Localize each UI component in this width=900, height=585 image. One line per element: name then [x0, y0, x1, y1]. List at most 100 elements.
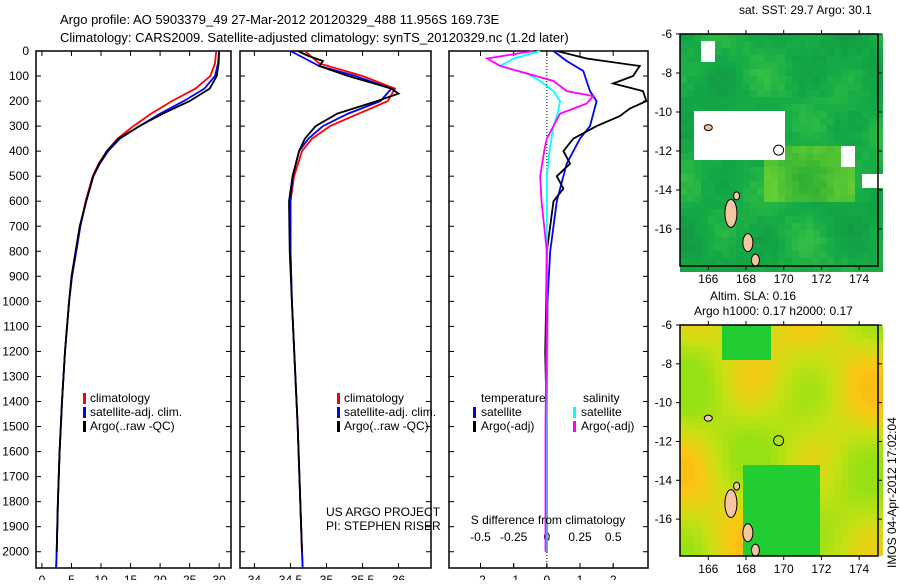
map-cell [862, 346, 869, 353]
map-cell [799, 346, 806, 353]
map-cell [729, 542, 736, 549]
map-cell [680, 237, 687, 244]
map-cell [813, 181, 820, 188]
map-cell [687, 325, 694, 332]
map-cell [855, 230, 862, 237]
map-cell [834, 48, 841, 55]
map-cell [757, 41, 764, 48]
map-cell [722, 160, 729, 167]
map-cell [862, 265, 869, 272]
map-cell [757, 360, 764, 367]
map-cell [694, 104, 701, 111]
map-cell [862, 132, 869, 139]
map-cell [764, 188, 771, 195]
map-cell [792, 41, 799, 48]
map-cell [855, 132, 862, 139]
map-cell [799, 332, 806, 339]
map-cell [876, 230, 883, 237]
map-cell [834, 188, 841, 195]
map-cell [876, 521, 883, 528]
map-cell [813, 444, 820, 451]
map-cell [701, 472, 708, 479]
map-cell [813, 83, 820, 90]
map-cell [848, 55, 855, 62]
map-cell [876, 381, 883, 388]
map-cell [855, 451, 862, 458]
map-cell [722, 195, 729, 202]
map-cell [792, 216, 799, 223]
map-cell [869, 542, 876, 549]
x-tick-label: 35.5 [351, 573, 375, 580]
map-cell [876, 132, 883, 139]
sla-map: 166 168 170 172 174-6-8-10-12-14-16 [655, 318, 883, 576]
map-cell [722, 360, 729, 367]
map-cell [827, 76, 834, 83]
map-cell [722, 465, 729, 472]
map-cell [855, 34, 862, 41]
map-cell [743, 223, 750, 230]
map-cell [834, 160, 841, 167]
map-cell [848, 542, 855, 549]
map-cell [841, 465, 848, 472]
map-cell [827, 437, 834, 444]
map-cell [876, 139, 883, 146]
map-cell [778, 104, 785, 111]
map-cell [743, 216, 750, 223]
map-cell [757, 118, 764, 125]
map-cell [736, 188, 743, 195]
map-cell [708, 458, 715, 465]
map-cell [764, 55, 771, 62]
map-cell [750, 223, 757, 230]
map-cell [806, 325, 813, 332]
lon-tick-label: 166 [698, 272, 718, 286]
map-cell [722, 535, 729, 542]
map-cell [848, 139, 855, 146]
map-cell [813, 374, 820, 381]
map-cell [708, 395, 715, 402]
series-line-t-argo-adj- [544, 50, 648, 552]
map-cell [841, 353, 848, 360]
map-cell [680, 444, 687, 451]
map-cell [687, 437, 694, 444]
map-cell [792, 444, 799, 451]
map-cell [799, 395, 806, 402]
map-cell [708, 244, 715, 251]
map-cell [736, 549, 743, 556]
map-cell [820, 230, 827, 237]
map-cell [876, 451, 883, 458]
map-cell [715, 83, 722, 90]
map-cell [680, 535, 687, 542]
map-cell [708, 139, 715, 146]
map-cell [841, 209, 848, 216]
map-cell [841, 265, 848, 272]
map-cell [799, 542, 806, 549]
map-cell [743, 437, 750, 444]
map-cell [876, 188, 883, 195]
map-cell [876, 423, 883, 430]
map-cell [785, 521, 792, 528]
map-cell [855, 437, 862, 444]
map-cell [792, 346, 799, 353]
map-cell [743, 458, 750, 465]
map-cell [701, 97, 708, 104]
map-cell [694, 493, 701, 500]
map-cell [771, 167, 778, 174]
map-cell [757, 160, 764, 167]
map-cell [876, 104, 883, 111]
map-cell [820, 437, 827, 444]
map-cell [792, 430, 799, 437]
map-cell [799, 111, 806, 118]
map-cell [708, 486, 715, 493]
map-cell [687, 374, 694, 381]
map-cell [876, 153, 883, 160]
map-cell [694, 202, 701, 209]
map-cell [778, 230, 785, 237]
map-cell [757, 493, 764, 500]
map-cell [820, 542, 827, 549]
map-cell [876, 346, 883, 353]
lon-tick-label: 174 [849, 562, 869, 576]
map-cell [876, 472, 883, 479]
map-cell [743, 416, 750, 423]
map-cell [701, 41, 708, 48]
